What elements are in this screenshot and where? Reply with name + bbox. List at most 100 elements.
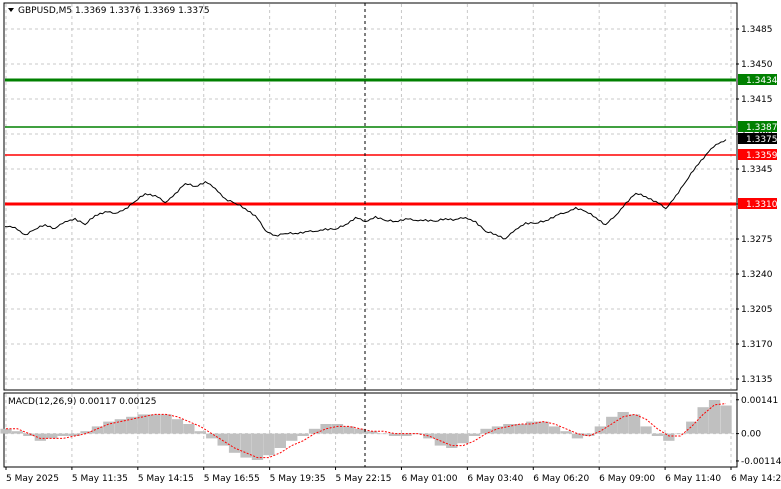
macd-bar [34,433,46,441]
y-tick-label: 1.3275 [741,235,773,245]
macd-bar [23,433,35,436]
macd-bar [423,433,435,439]
macd-bar [354,428,366,434]
macd-bar [183,424,195,434]
macd-bar [91,426,104,434]
macd-bar [137,414,149,434]
macd-bar [434,433,446,446]
level-price-tag-label: 1.3434 [746,76,778,86]
x-tick-label: 5 May 19:35 [270,474,326,484]
macd-bar [628,414,641,434]
macd-bar [171,419,184,434]
macd-bar [0,428,12,434]
macd-bar [640,426,652,434]
x-tick-label: 5 May 14:15 [138,474,194,484]
macd-bar [594,426,606,434]
macd-bar [57,433,69,436]
macd-bar [68,433,81,436]
macd-bar [366,431,378,434]
x-tick-label: 6 May 09:00 [599,474,655,484]
y-tick-label: -0.00114 [741,457,781,467]
level-price-tag-label: 1.3359 [746,151,778,161]
x-tick-label: 6 May 11:40 [665,474,721,484]
macd-bar [320,424,332,434]
y-tick-label: 0.00141 [741,396,778,406]
macd-bar [674,433,686,435]
macd-header: MACD(12,26,9) 0.00117 0.00125 [8,397,157,407]
macd-bar [480,428,492,434]
macd-bar [686,421,698,434]
macd-signal-line [6,403,727,459]
x-tick-label: 5 May 2025 [6,474,59,484]
macd-bar [503,424,515,434]
level-price-tag [738,74,777,85]
current-price-tag-label: 1.3375 [746,135,778,145]
macd-bar [446,433,458,448]
macd-bar [240,433,252,458]
macd-bar [708,400,721,434]
macd-bar [651,433,664,436]
macd-bar [217,433,229,446]
y-tick-label: 1.3345 [741,165,773,175]
macd-bar [491,426,504,434]
macd-bar [11,431,24,434]
macd-bar [331,424,344,434]
macd-bar [526,421,538,434]
macd-bar [560,431,572,434]
macd-histogram [0,400,732,460]
macd-bar [697,407,709,434]
x-tick-label: 6 May 14:20 [731,474,781,484]
macd-bar [606,416,618,434]
macd-bar [377,433,389,435]
macd-bar [114,419,126,434]
macd-bar [46,433,58,439]
macd-bar [194,431,206,434]
time-x-axis: 5 May 2025 5 May 11:35 5 May 14:15 5 May 16… [5,467,781,484]
macd-bar [228,433,241,453]
macd-bar [571,433,584,439]
macd-bar [388,433,401,436]
support-resistance-lines [5,78,736,206]
macd-bar [720,405,732,434]
macd-bar [468,433,481,436]
y-tick-label: 1.3415 [741,95,773,105]
macd-bar [286,433,298,441]
price-panel[interactable] [3,2,738,391]
macd-bar [617,412,629,434]
macd-bar [80,431,92,434]
macd-bar [514,424,526,434]
current-price-tag [738,133,777,144]
macd-bar [206,433,218,439]
macd-y-axis: 0.00141 0.00 -0.00114 [736,396,781,467]
macd-bar [263,433,275,456]
macd-bar [148,414,161,434]
price-tags: 1.3434 1.3387 1.3359 1.3310 1.3375 [738,74,778,210]
x-tick-label: 6 May 03:40 [467,474,523,484]
macd-bar [537,421,549,434]
dropdown-triangle-icon[interactable] [8,8,14,12]
y-tick-label: 0.00 [741,430,761,440]
level-price-tag [738,198,777,209]
macd-bar [548,426,561,434]
y-tick-label: 1.3450 [741,60,773,70]
macd-bar [308,428,321,434]
macd-bar [297,433,309,436]
y-tick-label: 1.3135 [741,375,773,385]
x-tick-label: 5 May 22:15 [336,474,392,484]
x-tick-label: 5 May 11:35 [72,474,128,484]
level-price-tag-label: 1.3310 [746,200,778,210]
macd-bar [400,433,412,436]
y-tick-label: 1.3485 [741,25,773,35]
y-tick-label: 1.3205 [741,305,773,315]
y-tick-label: 1.3170 [741,340,773,350]
macd-bar [126,416,138,434]
level-price-tag-label: 1.3387 [746,123,778,133]
x-tick-label: 6 May 06:20 [533,474,589,484]
x-tick-label: 6 May 01:00 [401,474,457,484]
level-price-tag [738,149,777,160]
macd-bar [457,433,469,444]
macd-bar [663,433,675,441]
level-price-tag [738,121,777,132]
